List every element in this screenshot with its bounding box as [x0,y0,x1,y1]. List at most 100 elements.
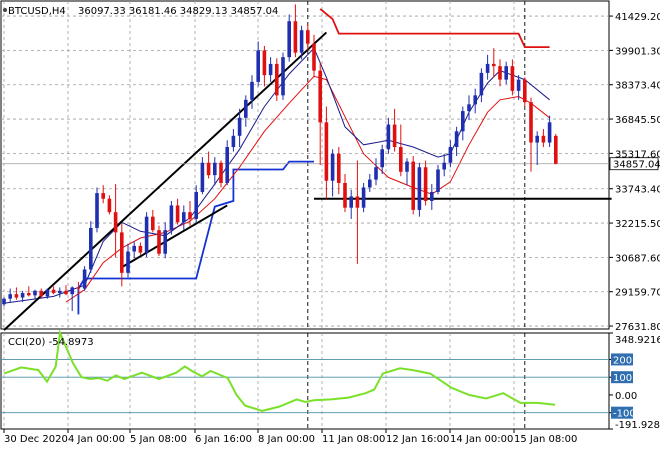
candle-body [399,147,403,172]
candle-body [299,30,304,53]
candle-body [479,72,484,96]
price-grid [1,1,609,329]
candle-body [529,102,533,143]
price-tick-label: 27631.80 [615,322,660,333]
price-axis: 41429.20 39901.30 38373.40 36845.50 35317.60… [609,12,660,333]
candle-body [2,298,6,305]
candle-body [374,167,378,180]
candle-body [39,290,43,297]
candle-body [423,167,428,201]
candle-body [163,230,167,254]
candle-body [33,290,37,296]
time-tick-label: 4 Jan 00:00 [68,434,125,445]
candle-body [492,63,496,67]
candle-body [188,212,192,219]
candle-body [541,135,546,143]
symbol-timeframe: BTCUSD,H4 [8,6,66,17]
candle-body [89,227,93,270]
candle-body [349,196,353,208]
last-price-tag [609,157,659,171]
candle-body [206,162,211,176]
candle-body [355,196,360,208]
candle-body [231,135,236,148]
candle-body [337,153,341,183]
candle-body [213,162,217,176]
candle-body [485,63,490,73]
candle-body [368,179,372,188]
price-pane[interactable]: BTCUSD,H4 36097.33 36181.46 34829.13 348… [0,0,612,331]
time-axis: 30 Dec 2020 4 Jan 00:00 5 Jan 08:00 6 Jan 1… [3,429,577,445]
time-tick-label: 11 Jan 08:00 [322,434,385,445]
candle-body [411,161,415,210]
cci-tick-label: 348.9216 [615,335,660,346]
candle-body [306,30,310,44]
candle-body [386,124,391,150]
candle-body [58,290,62,294]
red-resistance-step-line [319,8,550,48]
time-tick-label: 8 Jan 00:00 [258,434,315,445]
cci-level-tag-label: 100 [613,373,632,384]
candle-body [523,79,527,103]
candle-body [250,81,254,100]
candle-body [554,135,558,164]
candle-body [169,205,174,231]
price-tick-label: 29159.70 [615,288,660,299]
cci-level-tag [611,406,633,419]
candle-body [144,216,149,253]
candle-body [461,111,465,132]
candle-body [64,290,68,295]
candle-body [256,50,260,82]
cci-line [3,329,556,412]
candle-body [287,21,291,58]
candle-body [442,162,446,170]
candle-body [27,293,31,296]
price-tick-label: 32215.50 [615,219,660,230]
time-tick-label: 14 Jan 00:00 [450,434,513,445]
red-moving-average-line [65,75,550,303]
candle-body [392,124,397,148]
last-price-tag-label: 34857.04 [613,160,660,171]
candle-body [45,289,50,297]
time-tick-label: 5 Jan 08:00 [130,434,187,445]
cci-level-tag-label: 200 [613,355,632,366]
price-tick-label: 41429.20 [615,12,660,23]
price-tick-label: 36845.50 [615,115,660,126]
candle-body [101,193,105,199]
candle-body [182,212,186,223]
candle-body [268,63,273,76]
candle-body [293,21,298,53]
cci-pane[interactable]: CCI(20) -54.8973 [0,329,610,430]
candle-body [473,95,477,105]
candle-body [547,122,552,143]
candle-body [51,289,56,294]
candle-body [132,245,136,252]
candle-body [244,99,248,118]
candle-body [120,232,124,273]
candle-body [8,294,12,299]
candle-body [510,66,515,91]
candle-body [20,293,25,298]
candle-body [76,287,81,289]
candle-body [324,122,329,181]
candle-body [82,269,87,289]
cci-label: CCI(20) -54.8973 [8,337,94,348]
cci-level-tag [611,353,633,366]
candle-body [504,66,508,80]
candle-body [219,162,223,183]
blue-support-step-line [77,160,314,315]
price-tick-label: 35317.60 [615,149,660,160]
candle-body [516,79,521,91]
price-pane-frame [0,0,610,330]
candle-body [157,230,161,254]
candle-body [14,294,19,298]
symbol-marker-icon [3,8,7,12]
price-tick-label: 39901.30 [615,46,660,57]
trendline [121,204,228,269]
time-tick-label: 15 Jan 08:00 [514,434,577,445]
candle-body [343,182,347,208]
candle-body [448,147,453,163]
candle-body [361,187,366,208]
time-tick-label: 6 Jan 16:00 [195,434,252,445]
